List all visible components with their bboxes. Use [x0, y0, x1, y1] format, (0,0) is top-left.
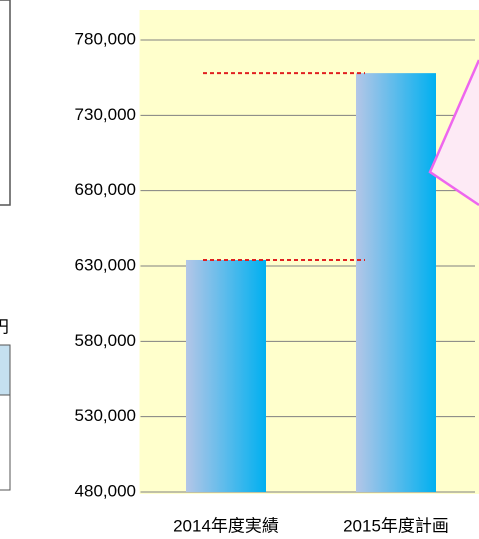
y-tick-label: 780,000 — [75, 29, 136, 48]
callout — [428, 59, 479, 207]
cropped-box — [0, 0, 11, 206]
unit-label: 円 — [0, 317, 9, 336]
cropped-box — [0, 344, 11, 396]
bar — [186, 259, 266, 492]
x-tick-label: 2015年度計画 — [343, 516, 449, 535]
y-tick-label: 730,000 — [75, 105, 136, 124]
y-tick-label: 580,000 — [75, 331, 136, 350]
y-tick-label: 530,000 — [75, 406, 136, 425]
y-tick-label: 480,000 — [75, 481, 136, 500]
y-tick-label: 630,000 — [75, 255, 136, 274]
y-tick-label: 680,000 — [75, 180, 136, 199]
cropped-box — [0, 394, 11, 491]
bar — [356, 73, 436, 492]
x-tick-label: 2014年度実績 — [173, 516, 279, 535]
